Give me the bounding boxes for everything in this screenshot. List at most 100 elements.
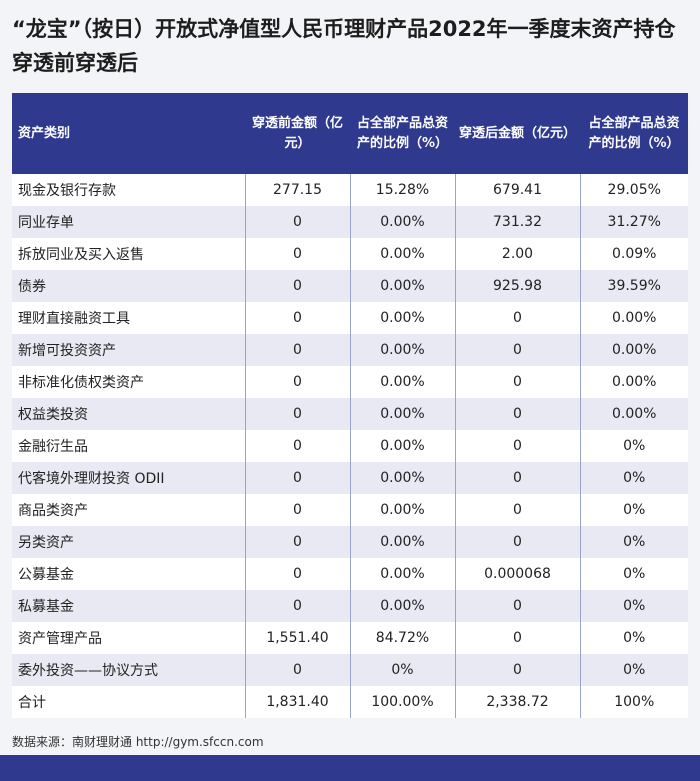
table-cell: 公募基金 (12, 558, 245, 590)
table-cell: 0 (454, 398, 580, 430)
table-cell: 0.00% (349, 238, 455, 270)
table-cell: 1,551.40 (244, 622, 350, 654)
table-cell: 0.00% (349, 206, 455, 238)
table-cell: 0.00% (579, 398, 688, 430)
table-cell: 0 (454, 366, 580, 398)
table-cell: 0 (244, 430, 350, 462)
table-cell: 0 (244, 590, 350, 622)
table-cell: 0 (244, 558, 350, 590)
table-cell: 金融衍生品 (12, 430, 245, 462)
table-row: 同业存单 0 0.00% 731.32 31.27% (12, 206, 688, 238)
table-cell: 0 (454, 526, 580, 558)
table-cell: 0.00% (579, 366, 688, 398)
table-cell: 0 (244, 462, 350, 494)
table-cell: 2.00 (454, 238, 580, 270)
table-cell: 0 (244, 206, 350, 238)
table-cell: 0.00% (349, 430, 455, 462)
table-row: 债券 0 0.00% 925.98 39.59% (12, 270, 688, 302)
table-cell: 100.00% (349, 686, 455, 718)
table-cell: 0 (244, 654, 350, 686)
table-cell: 31.27% (579, 206, 688, 238)
table-cell: 0% (349, 654, 455, 686)
table-cell: 0 (454, 430, 580, 462)
table-cell: 2,338.72 (454, 686, 580, 718)
table-cell: 债券 (12, 270, 245, 302)
table-cell: 731.32 (454, 206, 580, 238)
table-cell: 0% (579, 462, 688, 494)
table-cell: 现金及银行存款 (12, 174, 245, 206)
table-cell: 商品类资产 (12, 494, 245, 526)
table-cell: 0% (579, 622, 688, 654)
footer-bar (0, 755, 700, 781)
table-cell: 84.72% (349, 622, 455, 654)
header-before-amount: 穿透前金额（亿元） (245, 93, 350, 174)
table-cell: 0 (454, 462, 580, 494)
table-row: 代客境外理财投资 ODII 0 0.00% 0 0% (12, 462, 688, 494)
table-cell: 0 (454, 302, 580, 334)
table-cell: 277.15 (244, 174, 350, 206)
table-cell: 新增可投资资产 (12, 334, 245, 366)
table-cell: 0% (579, 494, 688, 526)
table-row: 另类资产 0 0.00% 0 0% (12, 526, 688, 558)
table-cell: 权益类投资 (12, 398, 245, 430)
table-cell: 39.59% (579, 270, 688, 302)
table-header: 资产类别 穿透前金额（亿元） 占全部产品总资产的比例（%） 穿透后金额（亿元） … (12, 93, 688, 174)
table-row: 新增可投资资产 0 0.00% 0 0.00% (12, 334, 688, 366)
table-cell: 0.09% (579, 238, 688, 270)
table-cell: 同业存单 (12, 206, 245, 238)
page-title: “龙宝”（按日）开放式净值型人民币理财产品2022年一季度末资产持仓穿透前穿透后 (12, 17, 676, 75)
table-cell: 0.00% (349, 526, 455, 558)
table-row: 资产管理产品 1,551.40 84.72% 0 0% (12, 622, 688, 654)
table-cell: 925.98 (454, 270, 580, 302)
table-cell: 0 (244, 366, 350, 398)
table-cell: 0 (244, 526, 350, 558)
table-cell: 0.00% (349, 302, 455, 334)
table-cell: 29.05% (579, 174, 688, 206)
table-row: 现金及银行存款 277.15 15.28% 679.41 29.05% (12, 174, 688, 206)
table-cell: 0 (454, 494, 580, 526)
table-cell: 0% (579, 526, 688, 558)
table-cell: 679.41 (454, 174, 580, 206)
table-row: 金融衍生品 0 0.00% 0 0% (12, 430, 688, 462)
table-cell: 非标准化债权类资产 (12, 366, 245, 398)
table-cell: 0.00% (349, 334, 455, 366)
table-cell: 0 (454, 334, 580, 366)
table-cell: 资产管理产品 (12, 622, 245, 654)
table-row: 拆放同业及买入返售 0 0.00% 2.00 0.09% (12, 238, 688, 270)
table-cell: 另类资产 (12, 526, 245, 558)
table-row: 委外投资——协议方式 0 0% 0 0% (12, 654, 688, 686)
table-row: 私募基金 0 0.00% 0 0% (12, 590, 688, 622)
table-cell: 0.00% (349, 398, 455, 430)
table-cell: 0 (454, 654, 580, 686)
table-cell: 0.00% (579, 302, 688, 334)
table-row: 公募基金 0 0.00% 0.000068 0% (12, 558, 688, 590)
data-source: 数据来源：南财理财通 http://gym.sfccn.com (12, 735, 264, 749)
table-cell: 0.000068 (454, 558, 580, 590)
table-cell: 0 (454, 622, 580, 654)
table-cell: 0.00% (349, 270, 455, 302)
table-cell: 理财直接融资工具 (12, 302, 245, 334)
table-cell: 合计 (12, 686, 245, 718)
table-cell: 0% (579, 430, 688, 462)
table-cell: 0 (244, 494, 350, 526)
table-row: 权益类投资 0 0.00% 0 0.00% (12, 398, 688, 430)
table-cell: 0 (244, 302, 350, 334)
header-after-ratio: 占全部产品总资产的比例（%） (580, 93, 688, 174)
table-row: 合计 1,831.40 100.00% 2,338.72 100% (12, 686, 688, 718)
table-cell: 0 (244, 238, 350, 270)
header-before-ratio: 占全部产品总资产的比例（%） (350, 93, 455, 174)
table-cell: 0% (579, 558, 688, 590)
table-row: 商品类资产 0 0.00% 0 0% (12, 494, 688, 526)
holdings-table: 资产类别 穿透前金额（亿元） 占全部产品总资产的比例（%） 穿透后金额（亿元） … (12, 93, 688, 718)
table-row: 理财直接融资工具 0 0.00% 0 0.00% (12, 302, 688, 334)
table-cell: 0 (244, 398, 350, 430)
table-cell: 私募基金 (12, 590, 245, 622)
table-cell: 0.00% (579, 334, 688, 366)
table-cell: 100% (579, 686, 688, 718)
table-cell: 0 (244, 270, 350, 302)
table-cell: 15.28% (349, 174, 455, 206)
header-asset-class: 资产类别 (12, 93, 245, 174)
table-cell: 0 (454, 590, 580, 622)
table-cell: 委外投资——协议方式 (12, 654, 245, 686)
table-cell: 0% (579, 654, 688, 686)
